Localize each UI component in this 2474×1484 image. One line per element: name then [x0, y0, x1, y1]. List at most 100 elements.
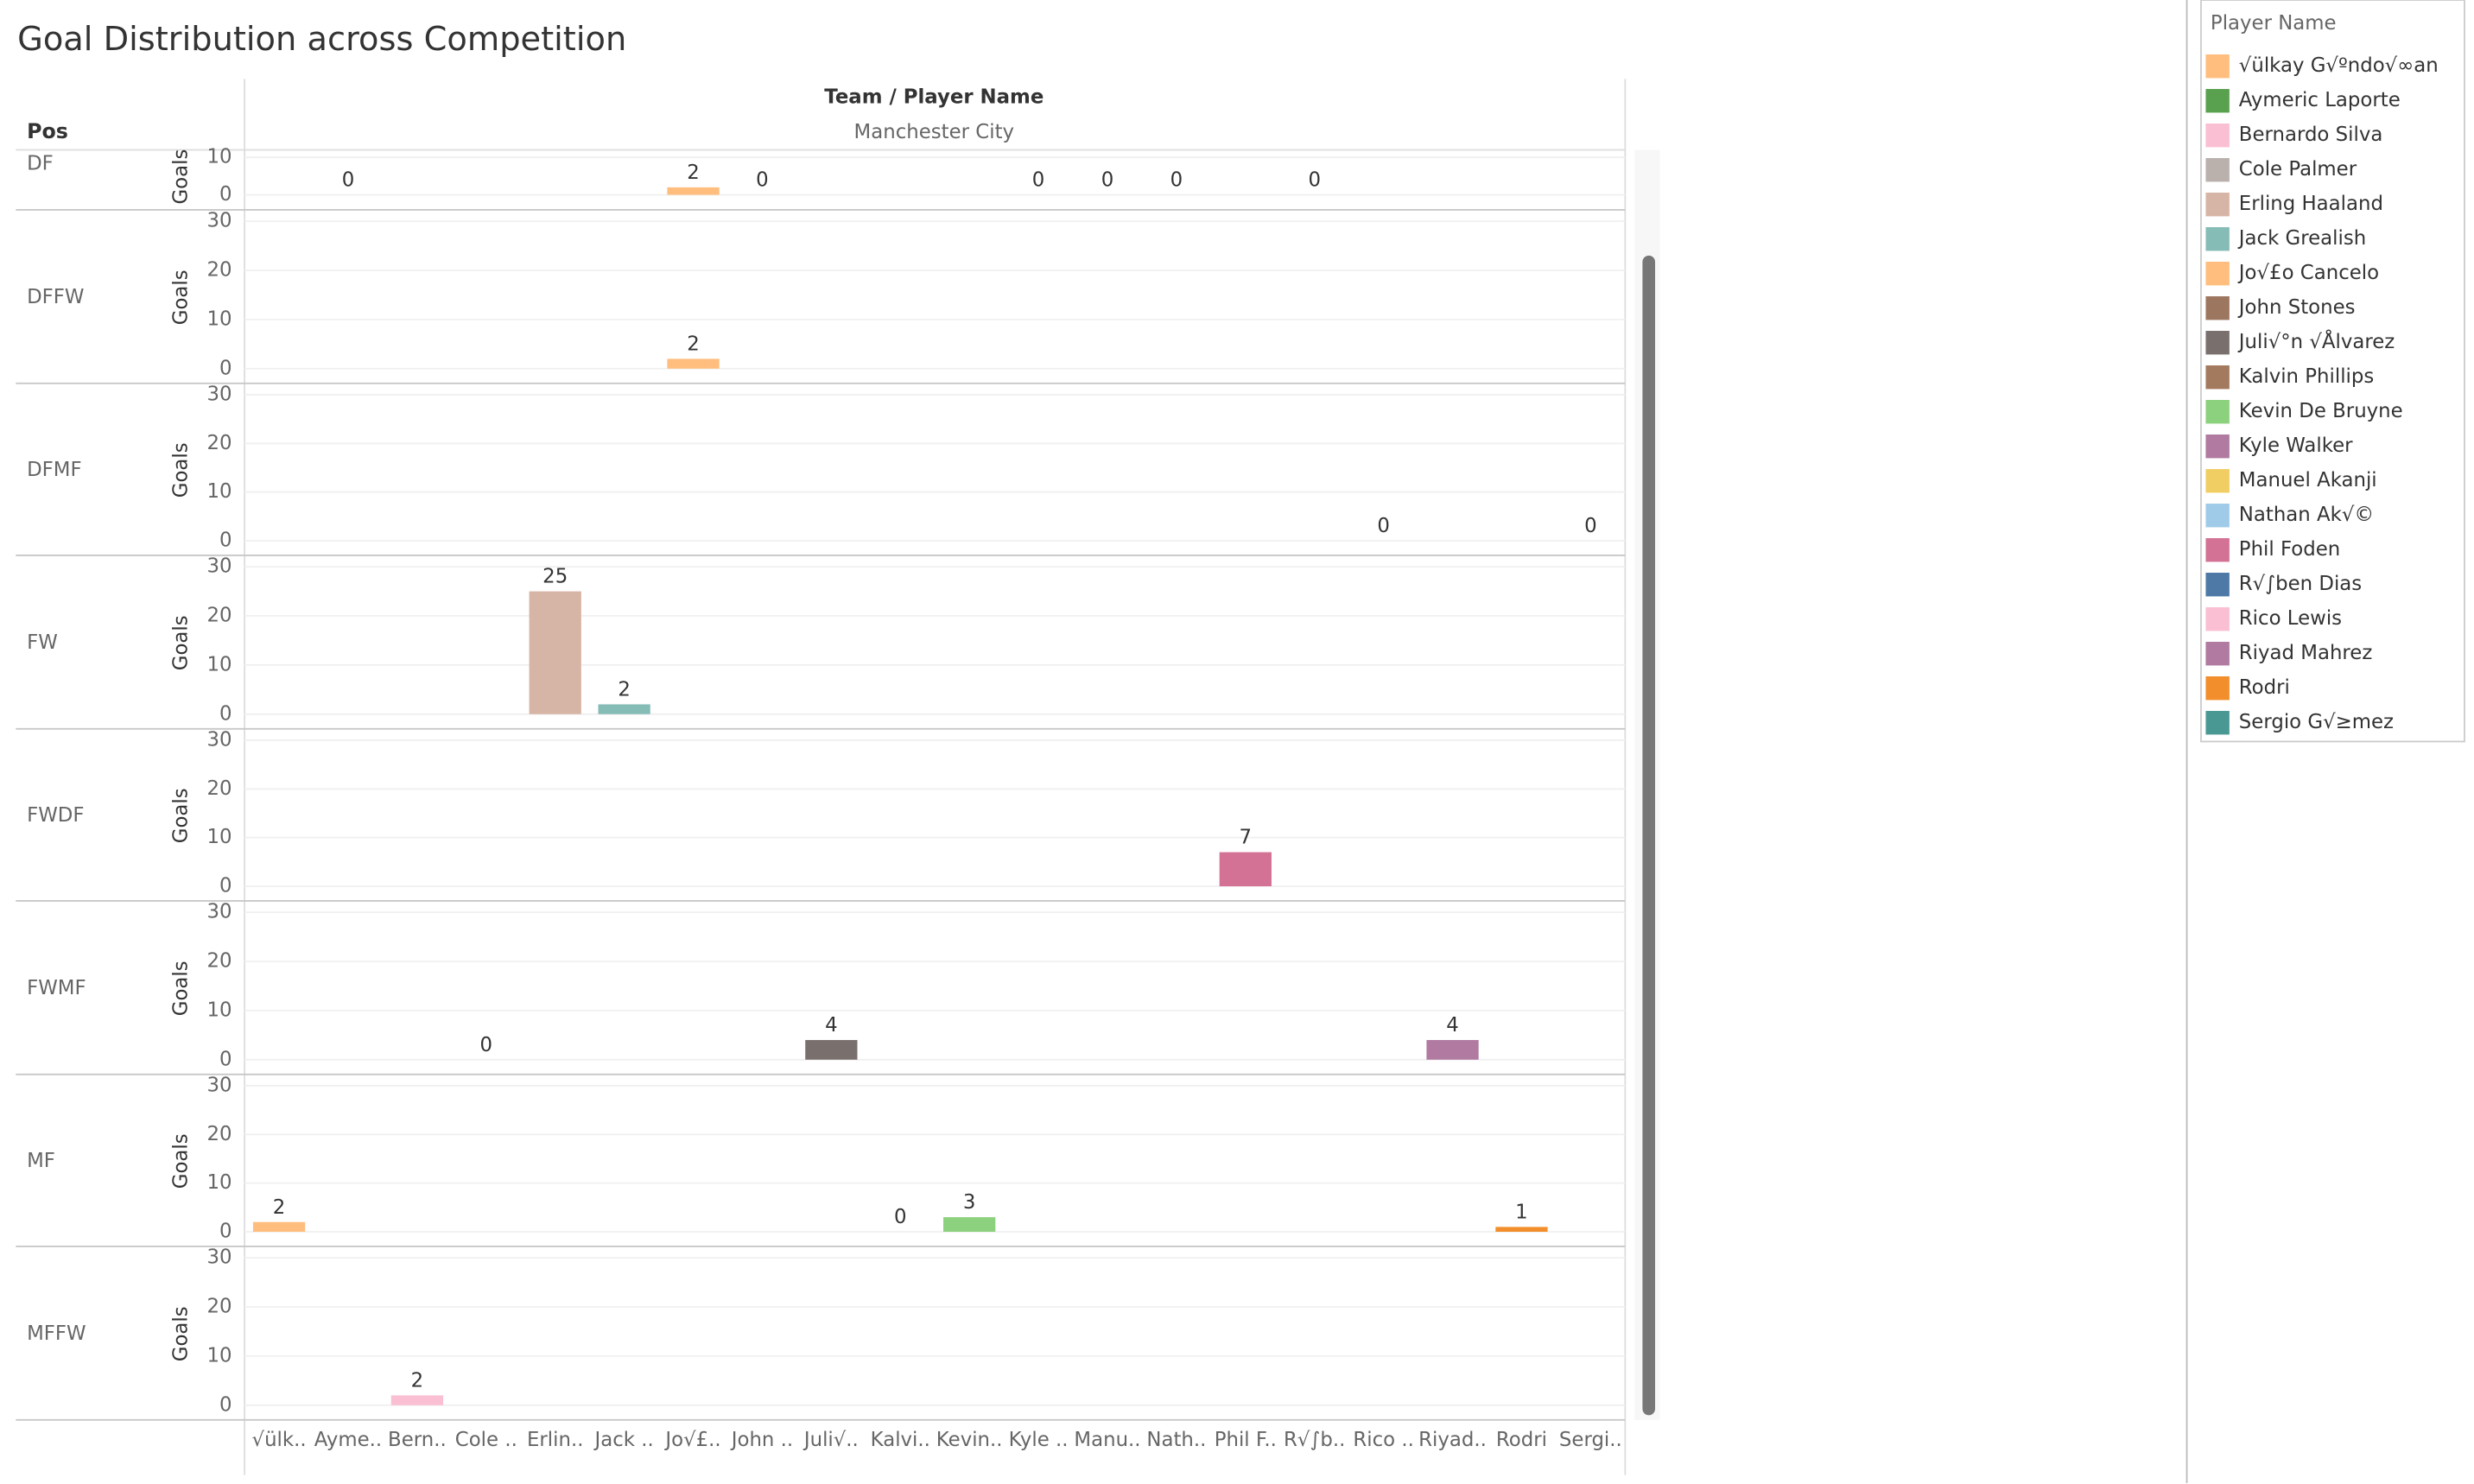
bar	[667, 187, 720, 195]
legend-label: Rodri	[2239, 676, 2290, 699]
y-axis-title: Goals	[170, 788, 193, 843]
y-tick-label: 0	[219, 183, 232, 206]
x-tick-label: Phil F..	[1215, 1429, 1277, 1451]
row-label: FWMF	[27, 977, 86, 999]
x-tick-label: Kevin..	[936, 1429, 1003, 1451]
x-tick-label: Juli√..	[802, 1429, 859, 1451]
legend-swatch	[2205, 504, 2230, 528]
y-tick-label: 20	[206, 432, 232, 454]
row-label: DFMF	[27, 459, 82, 481]
legend-label: R√∫ben Dias	[2239, 573, 2362, 595]
y-tick-label: 30	[206, 1246, 232, 1269]
legend-label: Phil Foden	[2239, 538, 2340, 561]
legend-label: John Stones	[2237, 296, 2356, 319]
x-tick-label: Kyle ..	[1009, 1429, 1069, 1451]
y-tick-label: 10	[206, 826, 232, 848]
y-axis-title: Goals	[170, 149, 193, 205]
team-label: Manchester City	[854, 121, 1015, 143]
value-label: 2	[618, 678, 631, 701]
x-tick-label: Cole ..	[455, 1429, 517, 1451]
x-tick-label: Nath..	[1146, 1429, 1206, 1451]
y-axis-title: Goals	[170, 1306, 193, 1361]
value-label: 2	[687, 162, 700, 184]
legend-label: Kevin De Bruyne	[2239, 400, 2403, 422]
x-tick-label: Ayme..	[314, 1429, 382, 1451]
x-tick-label: Bern..	[388, 1429, 447, 1451]
legend-swatch	[2205, 331, 2230, 355]
value-label: 0	[1032, 169, 1045, 192]
bar	[529, 591, 581, 714]
legend-label: Jack Grealish	[2237, 227, 2366, 250]
value-label: 0	[894, 1206, 907, 1228]
value-label: 0	[1584, 515, 1597, 537]
legend-label: Nathan Ak√©	[2239, 504, 2374, 526]
y-tick-label: 30	[206, 383, 232, 405]
value-label: 25	[542, 566, 568, 588]
y-tick-label: 20	[206, 1123, 232, 1145]
legend-label: Bernardo Silva	[2239, 124, 2383, 146]
y-tick-label: 30	[206, 901, 232, 923]
legend-box	[2200, 0, 2465, 743]
legend-swatch	[2205, 296, 2230, 320]
value-label: 0	[342, 169, 355, 192]
legend-swatch	[2205, 193, 2230, 217]
value-label: 2	[687, 333, 700, 355]
legend-label: Jo√£o Cancelo	[2237, 262, 2379, 284]
row-label: FW	[27, 631, 58, 654]
y-tick-label: 10	[206, 653, 232, 675]
row-label: FWDF	[27, 804, 84, 827]
legend-swatch	[2205, 676, 2230, 701]
legend-label: Juli√°n √Ålvarez	[2237, 329, 2395, 353]
row-header: Pos	[27, 119, 68, 143]
legend-swatch	[2205, 262, 2230, 286]
y-axis-title: Goals	[170, 270, 193, 325]
row-label: MF	[27, 1150, 55, 1172]
legend-swatch	[2205, 227, 2230, 251]
bar	[598, 704, 650, 714]
x-tick-label: Jo√£..	[663, 1429, 720, 1451]
y-tick-label: 0	[219, 875, 232, 897]
value-label: 0	[756, 169, 769, 192]
legend-swatch	[2205, 158, 2230, 182]
bar	[252, 1221, 306, 1233]
value-label: 0	[1170, 169, 1183, 192]
y-tick-label: 10	[206, 308, 232, 330]
value-label: 2	[273, 1196, 286, 1219]
legend-swatch	[2205, 573, 2230, 597]
x-tick-label: Kalvi..	[871, 1429, 930, 1451]
legend-label: Riyad Mahrez	[2239, 642, 2373, 664]
legend-label: √ülkay G√ºndo√∞an	[2239, 54, 2439, 77]
bar	[1426, 1040, 1479, 1060]
legend-label: Rico Lewis	[2239, 607, 2342, 630]
legend-swatch	[2205, 365, 2230, 390]
value-label: 0	[1377, 515, 1390, 537]
legend-swatch	[2205, 642, 2230, 666]
y-tick-label: 0	[219, 1221, 232, 1243]
legend-label: Kyle Walker	[2239, 434, 2353, 457]
value-label: 4	[825, 1014, 838, 1037]
value-label: 0	[1308, 169, 1321, 192]
bar	[1495, 1227, 1548, 1233]
y-axis-title: Goals	[170, 1133, 193, 1189]
scrollbar-thumb[interactable]	[1642, 255, 1656, 1416]
y-tick-label: 0	[219, 702, 232, 725]
legend-swatch	[2205, 89, 2230, 113]
bar	[667, 358, 720, 369]
bar	[805, 1040, 858, 1060]
y-tick-label: 30	[206, 210, 232, 232]
x-tick-label: Manu..	[1074, 1429, 1140, 1451]
y-tick-label: 0	[219, 357, 232, 379]
legend-swatch	[2205, 607, 2230, 631]
legend-label: Kalvin Phillips	[2239, 365, 2374, 388]
column-header: Team / Player Name	[824, 86, 1044, 109]
bar	[390, 1395, 444, 1405]
y-tick-label: 20	[206, 777, 232, 800]
value-label: 3	[963, 1191, 976, 1214]
legend-label: Cole Palmer	[2239, 158, 2357, 181]
y-tick-label: 10	[206, 999, 232, 1021]
x-tick-label: Erlin..	[527, 1429, 583, 1451]
y-tick-label: 0	[219, 530, 232, 552]
chart-title: Goal Distribution across Competition	[17, 20, 626, 59]
